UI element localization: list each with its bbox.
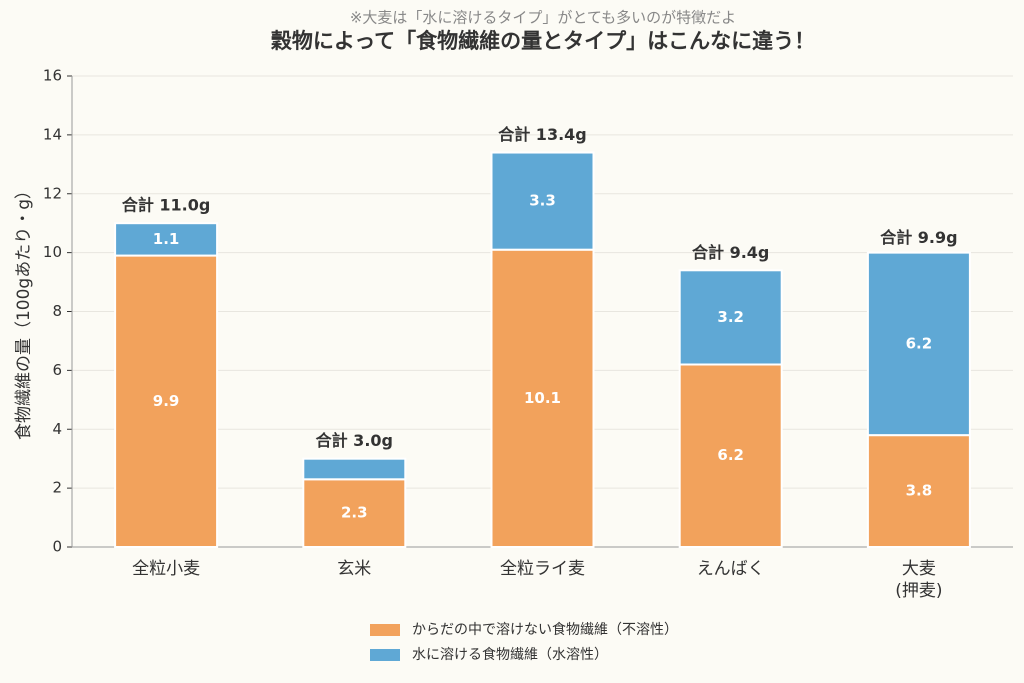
total-label: 合計 3.0g (316, 431, 393, 450)
value-label: 3.8 (906, 482, 933, 500)
value-label: 1.1 (153, 230, 180, 248)
legend-swatch (370, 649, 400, 661)
bar-segment (114, 254, 219, 548)
bar-segment (302, 457, 407, 481)
value-label: 9.9 (153, 392, 180, 410)
y-tick-label: 6 (52, 361, 62, 379)
y-tick-label: 8 (52, 302, 62, 320)
y-tick-label: 12 (43, 184, 62, 202)
y-tick-label: 0 (52, 538, 62, 556)
total-label: 合計 11.0g (122, 196, 211, 215)
bar-segment (678, 363, 783, 548)
legend-label: からだの中で溶けない食物繊維（不溶性） (412, 621, 678, 638)
total-label: 合計 13.4g (498, 125, 587, 144)
bar-segment (490, 248, 595, 548)
value-label: 6.2 (906, 334, 933, 352)
x-tick-label: 全粒ライ麦 (500, 559, 585, 579)
bar-segment (866, 434, 971, 549)
x-tick-label: 玄米 (337, 559, 371, 579)
chart-subtitle: ※大麦は「水に溶けるタイプ」がとても多いのが特徴だよ (350, 9, 736, 27)
value-label: 3.3 (529, 192, 556, 210)
value-label: 6.2 (717, 446, 744, 464)
chart-title: 穀物によって「食物繊維の量とタイプ」はこんなに違う！ (271, 29, 815, 53)
bar-segment (114, 222, 219, 257)
y-tick-label: 4 (52, 420, 62, 438)
y-tick-label: 2 (52, 479, 62, 497)
bar-segment (490, 151, 595, 251)
legend-label: 水に溶ける食物繊維（水溶性） (412, 646, 608, 663)
value-label: 3.2 (717, 308, 744, 326)
legend-swatch (370, 624, 400, 636)
value-label: 2.3 (341, 504, 368, 522)
x-tick-label: えんばく (697, 559, 765, 579)
total-label: 合計 9.9g (880, 228, 957, 247)
value-label: 10.1 (524, 389, 561, 407)
bar-segment (866, 251, 971, 437)
x-tick-label: 大麦(押麦) (895, 559, 942, 601)
bar-segment (678, 269, 783, 366)
x-tick-label: 全粒小麦 (132, 559, 200, 579)
y-axis-label: 食物繊維の量（100gあたり・g） (14, 182, 34, 440)
y-tick-label: 14 (43, 125, 62, 143)
y-tick-label: 10 (43, 243, 62, 261)
y-tick-label: 16 (43, 67, 62, 85)
bar-segment (302, 478, 407, 549)
total-label: 合計 9.4g (692, 243, 769, 262)
